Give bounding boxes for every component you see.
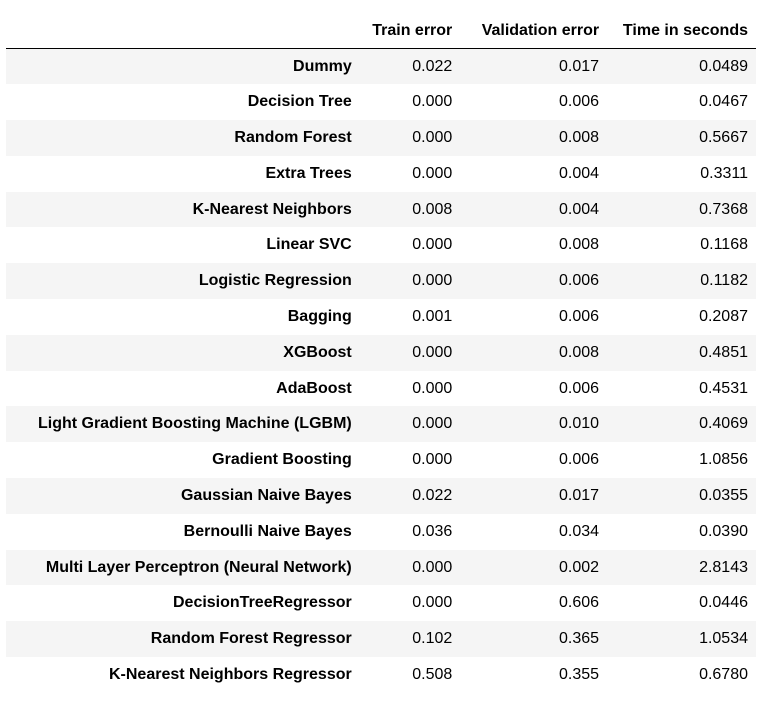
- cell-validation-error: 0.004: [559, 200, 600, 218]
- row-model-name: Logistic Regression: [198, 272, 352, 290]
- results-table-container: Train error Validation error Time in sec…: [6, 14, 756, 693]
- cell-time-in-seconds: 2.8143: [699, 558, 748, 576]
- row-model-name: Light Gradient Boosting Machine (LGBM): [37, 415, 352, 433]
- row-model-name: Multi Layer Perceptron (Neural Network): [45, 558, 352, 576]
- header-row: Train error Validation error Time in sec…: [6, 14, 756, 49]
- table-row: XGBoost 0.000 0.008 0.4851: [6, 334, 756, 371]
- row-model-name: K-Nearest Neighbors Regressor: [108, 665, 352, 683]
- table-row: Light Gradient Boosting Machine (LGBM) 0.…: [6, 406, 756, 443]
- cell-train-error: 0.508: [412, 665, 453, 683]
- cell-time-in-seconds: 1.0856: [699, 451, 748, 469]
- cell-train-error: 0.001: [412, 307, 453, 325]
- cell-time-in-seconds: 0.0467: [699, 93, 748, 111]
- row-model-name: K-Nearest Neighbors: [192, 200, 352, 218]
- cell-train-error: 0.000: [412, 164, 453, 182]
- header-time-in-seconds: Time in seconds: [607, 14, 756, 49]
- table-row: Multi Layer Perceptron (Neural Network) 0…: [6, 549, 756, 586]
- cell-train-error: 0.000: [412, 594, 453, 612]
- table-row: Random Forest 0.000 0.008 0.5667: [6, 120, 756, 156]
- cell-time-in-seconds: 0.0355: [699, 486, 748, 504]
- cell-time-in-seconds: 0.4851: [699, 343, 748, 361]
- cell-validation-error: 0.006: [559, 93, 600, 111]
- table-row: Random Forest Regressor 0.102 0.365 1.0534: [6, 621, 756, 658]
- row-model-name: Extra Trees: [265, 164, 352, 182]
- cell-train-error: 0.000: [412, 451, 453, 469]
- table-row: DecisionTreeRegressor 0.000 0.606 0.0446: [6, 585, 756, 622]
- row-model-name: Random Forest Regressor: [150, 630, 352, 648]
- cell-train-error: 0.022: [412, 486, 453, 504]
- row-model-name: XGBoost: [283, 343, 352, 361]
- table-row: Extra Trees 0.000 0.004 0.3311: [6, 155, 756, 192]
- cell-train-error: 0.000: [412, 558, 453, 576]
- cell-time-in-seconds: 0.5667: [699, 128, 748, 146]
- cell-validation-error: 0.008: [559, 128, 600, 146]
- header-train-error: Train error: [359, 14, 461, 49]
- row-model-name: DecisionTreeRegressor: [172, 594, 352, 612]
- cell-validation-error: 0.006: [559, 272, 600, 290]
- table-row: Bernoulli Naive Bayes 0.036 0.034 0.0390: [6, 513, 756, 550]
- row-model-name: Gradient Boosting: [212, 451, 352, 469]
- cell-time-in-seconds: 0.0489: [699, 57, 748, 75]
- cell-validation-error: 0.006: [559, 307, 600, 325]
- table-header: Train error Validation error Time in sec…: [6, 14, 756, 49]
- table-row: Dummy 0.022 0.017 0.0489: [6, 48, 756, 85]
- cell-validation-error: 0.006: [559, 451, 600, 469]
- cell-validation-error: 0.004: [559, 164, 600, 182]
- table-row: K-Nearest Neighbors Regressor 0.508 0.355 0…: [6, 657, 756, 693]
- cell-validation-error: 0.034: [559, 522, 600, 540]
- cell-time-in-seconds: 0.1182: [700, 272, 748, 290]
- header-index-cell: [6, 14, 360, 49]
- cell-train-error: 0.022: [412, 57, 453, 75]
- cell-validation-error: 0.006: [559, 379, 600, 397]
- cell-validation-error: 0.010: [559, 415, 600, 433]
- row-model-name: Dummy: [293, 57, 352, 75]
- table-row: Decision Tree 0.000 0.006 0.0467: [6, 84, 756, 121]
- cell-validation-error: 0.017: [559, 57, 600, 75]
- cell-time-in-seconds: 0.1168: [700, 236, 748, 254]
- row-model-name: Decision Tree: [247, 93, 352, 111]
- table-row: Gaussian Naive Bayes 0.022 0.017 0.0355: [6, 478, 756, 514]
- cell-time-in-seconds: 0.4531: [699, 379, 748, 397]
- cell-time-in-seconds: 0.0390: [699, 522, 748, 540]
- cell-train-error: 0.000: [412, 93, 453, 111]
- table-row: Gradient Boosting 0.000 0.006 1.0856: [6, 442, 756, 479]
- cell-validation-error: 0.365: [559, 630, 600, 648]
- row-model-name: Bagging: [287, 307, 352, 325]
- cell-train-error: 0.000: [412, 236, 453, 254]
- cell-time-in-seconds: 1.0534: [699, 630, 748, 648]
- row-model-name: Random Forest: [234, 128, 352, 146]
- table-body: Dummy 0.022 0.017 0.0489 Decision Tree 0.000 0…: [6, 48, 756, 693]
- cell-time-in-seconds: 0.4069: [699, 415, 748, 433]
- cell-train-error: 0.000: [412, 272, 453, 290]
- cell-train-error: 0.000: [412, 343, 453, 361]
- table-row: AdaBoost 0.000 0.006 0.4531: [6, 370, 756, 407]
- cell-time-in-seconds: 0.0446: [699, 594, 748, 612]
- table-row: Logistic Regression 0.000 0.006 0.1182: [6, 263, 756, 300]
- row-model-name: Linear SVC: [266, 236, 352, 254]
- cell-train-error: 0.036: [412, 522, 453, 540]
- cell-validation-error: 0.606: [559, 594, 600, 612]
- cell-validation-error: 0.008: [559, 236, 600, 254]
- cell-time-in-seconds: 0.6780: [699, 665, 748, 683]
- cell-time-in-seconds: 0.7368: [699, 200, 748, 218]
- cell-validation-error: 0.002: [559, 558, 600, 576]
- cell-validation-error: 0.008: [559, 343, 600, 361]
- cell-train-error: 0.102: [412, 630, 453, 648]
- table-row: K-Nearest Neighbors 0.008 0.004 0.7368: [6, 191, 756, 228]
- cell-train-error: 0.008: [412, 200, 453, 218]
- cell-train-error: 0.000: [412, 128, 453, 146]
- cell-validation-error: 0.355: [559, 665, 600, 683]
- cell-train-error: 0.000: [412, 415, 453, 433]
- cell-time-in-seconds: 0.2087: [699, 307, 748, 325]
- cell-time-in-seconds: 0.3311: [700, 164, 748, 182]
- row-model-name: AdaBoost: [276, 379, 352, 397]
- row-model-name: Gaussian Naive Bayes: [180, 486, 352, 504]
- table-row: Linear SVC 0.000 0.008 0.1168: [6, 227, 756, 264]
- model-results-table: Train error Validation error Time in sec…: [6, 14, 756, 693]
- table-row: Bagging 0.001 0.006 0.2087: [6, 299, 756, 335]
- cell-train-error: 0.000: [412, 379, 453, 397]
- header-validation-error: Validation error: [460, 14, 608, 49]
- cell-validation-error: 0.017: [559, 486, 600, 504]
- row-model-name: Bernoulli Naive Bayes: [183, 522, 352, 540]
